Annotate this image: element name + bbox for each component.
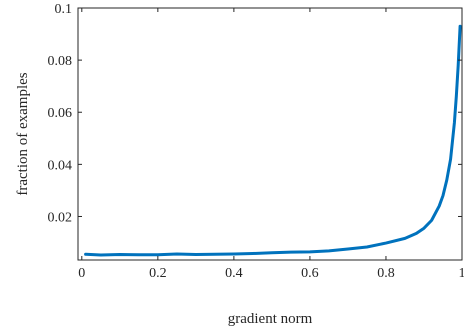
y-tick-label: 0.08 bbox=[48, 54, 73, 69]
x-axis-label: gradient norm bbox=[228, 311, 313, 327]
y-axis-label: fraction of examples bbox=[15, 72, 31, 195]
x-tick-label: 0 bbox=[78, 266, 85, 281]
x-tick-label: 0.6 bbox=[301, 266, 319, 281]
x-tick-label: 1 bbox=[459, 266, 464, 281]
series-layer bbox=[84, 24, 462, 257]
x-tick-label: 0.8 bbox=[377, 266, 395, 281]
y-tick-label: 0.1 bbox=[55, 2, 73, 17]
y-tick-label: 0.06 bbox=[48, 106, 73, 121]
plot-frame bbox=[77, 7, 463, 261]
x-tick-label: 0.2 bbox=[149, 266, 167, 281]
y-axis: 0.02 0.04 0.06 0.08 0.1 bbox=[48, 2, 462, 225]
series-line bbox=[84, 24, 462, 257]
y-tick-label: 0.04 bbox=[48, 158, 73, 173]
x-tick-label: 0.4 bbox=[225, 266, 243, 281]
x-axis: 0 0.2 0.4 0.6 0.8 1 bbox=[78, 8, 464, 281]
y-tick-label: 0.02 bbox=[48, 210, 73, 225]
plot-background bbox=[78, 8, 462, 260]
